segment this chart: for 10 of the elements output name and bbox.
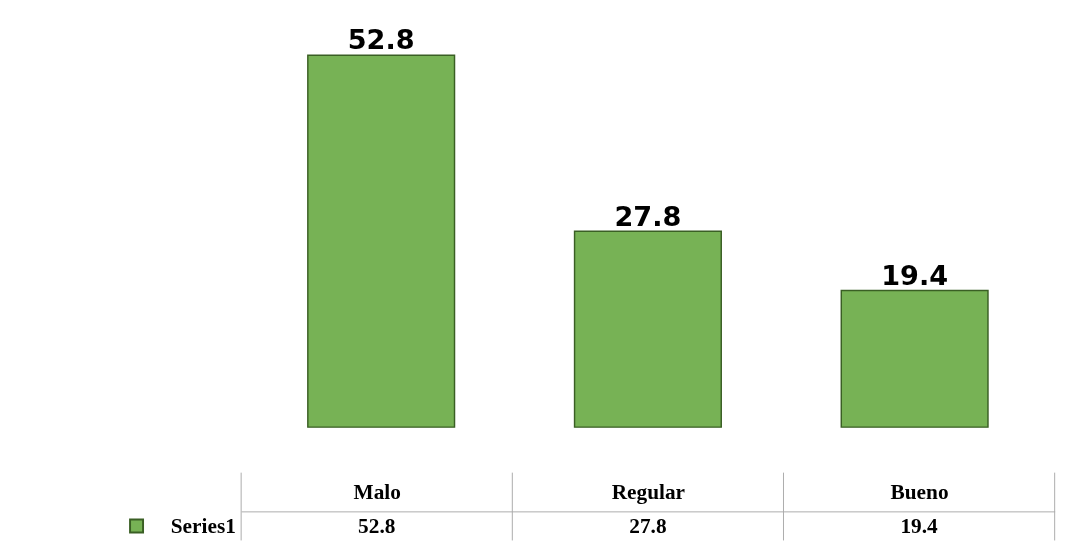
data-label: 52.8 xyxy=(358,513,396,538)
data-label: 27.8 xyxy=(614,200,682,232)
data-label: 19.4 xyxy=(900,513,939,538)
category-label: Regular xyxy=(611,480,686,505)
data-label: 27.8 xyxy=(629,513,667,538)
category-label: Malo xyxy=(353,480,401,505)
category-label: Bueno xyxy=(890,480,949,505)
data-label: 19.4 xyxy=(881,259,949,291)
legend-label: Series1 xyxy=(170,514,236,539)
data-label: 52.8 xyxy=(347,24,415,56)
